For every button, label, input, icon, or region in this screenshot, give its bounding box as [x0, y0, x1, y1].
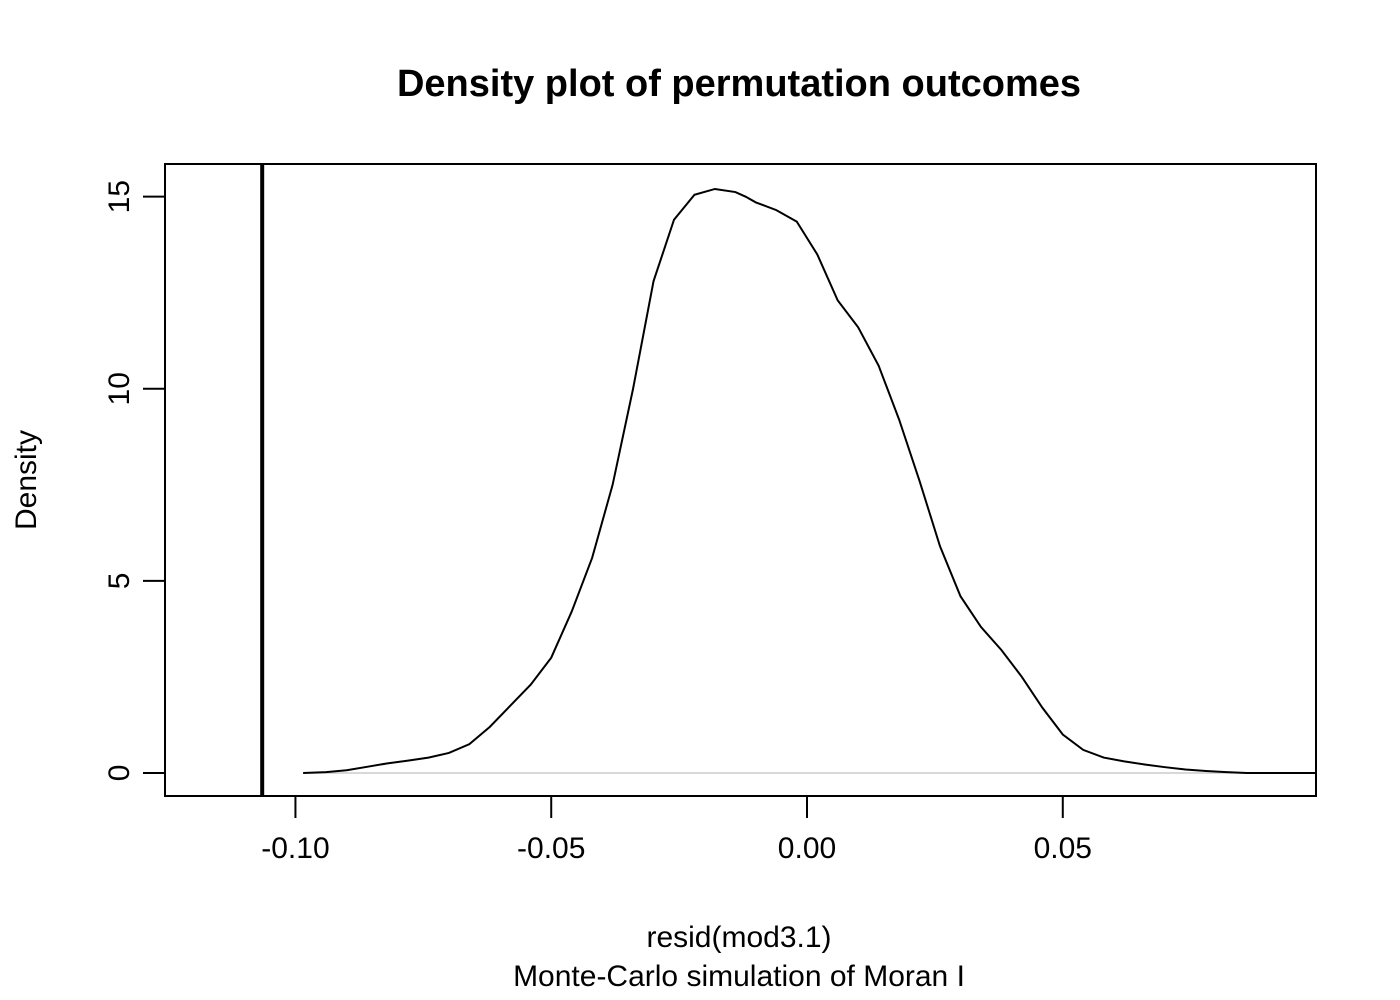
y-tick-label: 15 [103, 180, 136, 213]
x-tick-label: -0.05 [517, 832, 585, 865]
y-tick-label: 0 [103, 765, 136, 782]
plot-area [164, 163, 1317, 797]
plot-frame [164, 163, 1317, 797]
y-axis-label: Density [10, 430, 43, 530]
x-tick-label: -0.10 [261, 832, 329, 865]
x-tick-label: 0.05 [1034, 832, 1092, 865]
x-axis-label: resid(mod3.1) [646, 921, 831, 954]
x-axis: -0.10 -0.05 0.00 0.05 [261, 795, 1092, 865]
x-tick-label: 0.00 [778, 832, 836, 865]
density-curve [303, 187, 1316, 774]
y-tick-label: 5 [103, 573, 136, 590]
x-axis-sublabel: Monte-Carlo simulation of Moran I [513, 960, 965, 993]
y-axis: 0 5 10 15 [103, 180, 166, 782]
y-tick-label: 10 [103, 372, 136, 405]
chart-title: Density plot of permutation outcomes [397, 63, 1081, 105]
